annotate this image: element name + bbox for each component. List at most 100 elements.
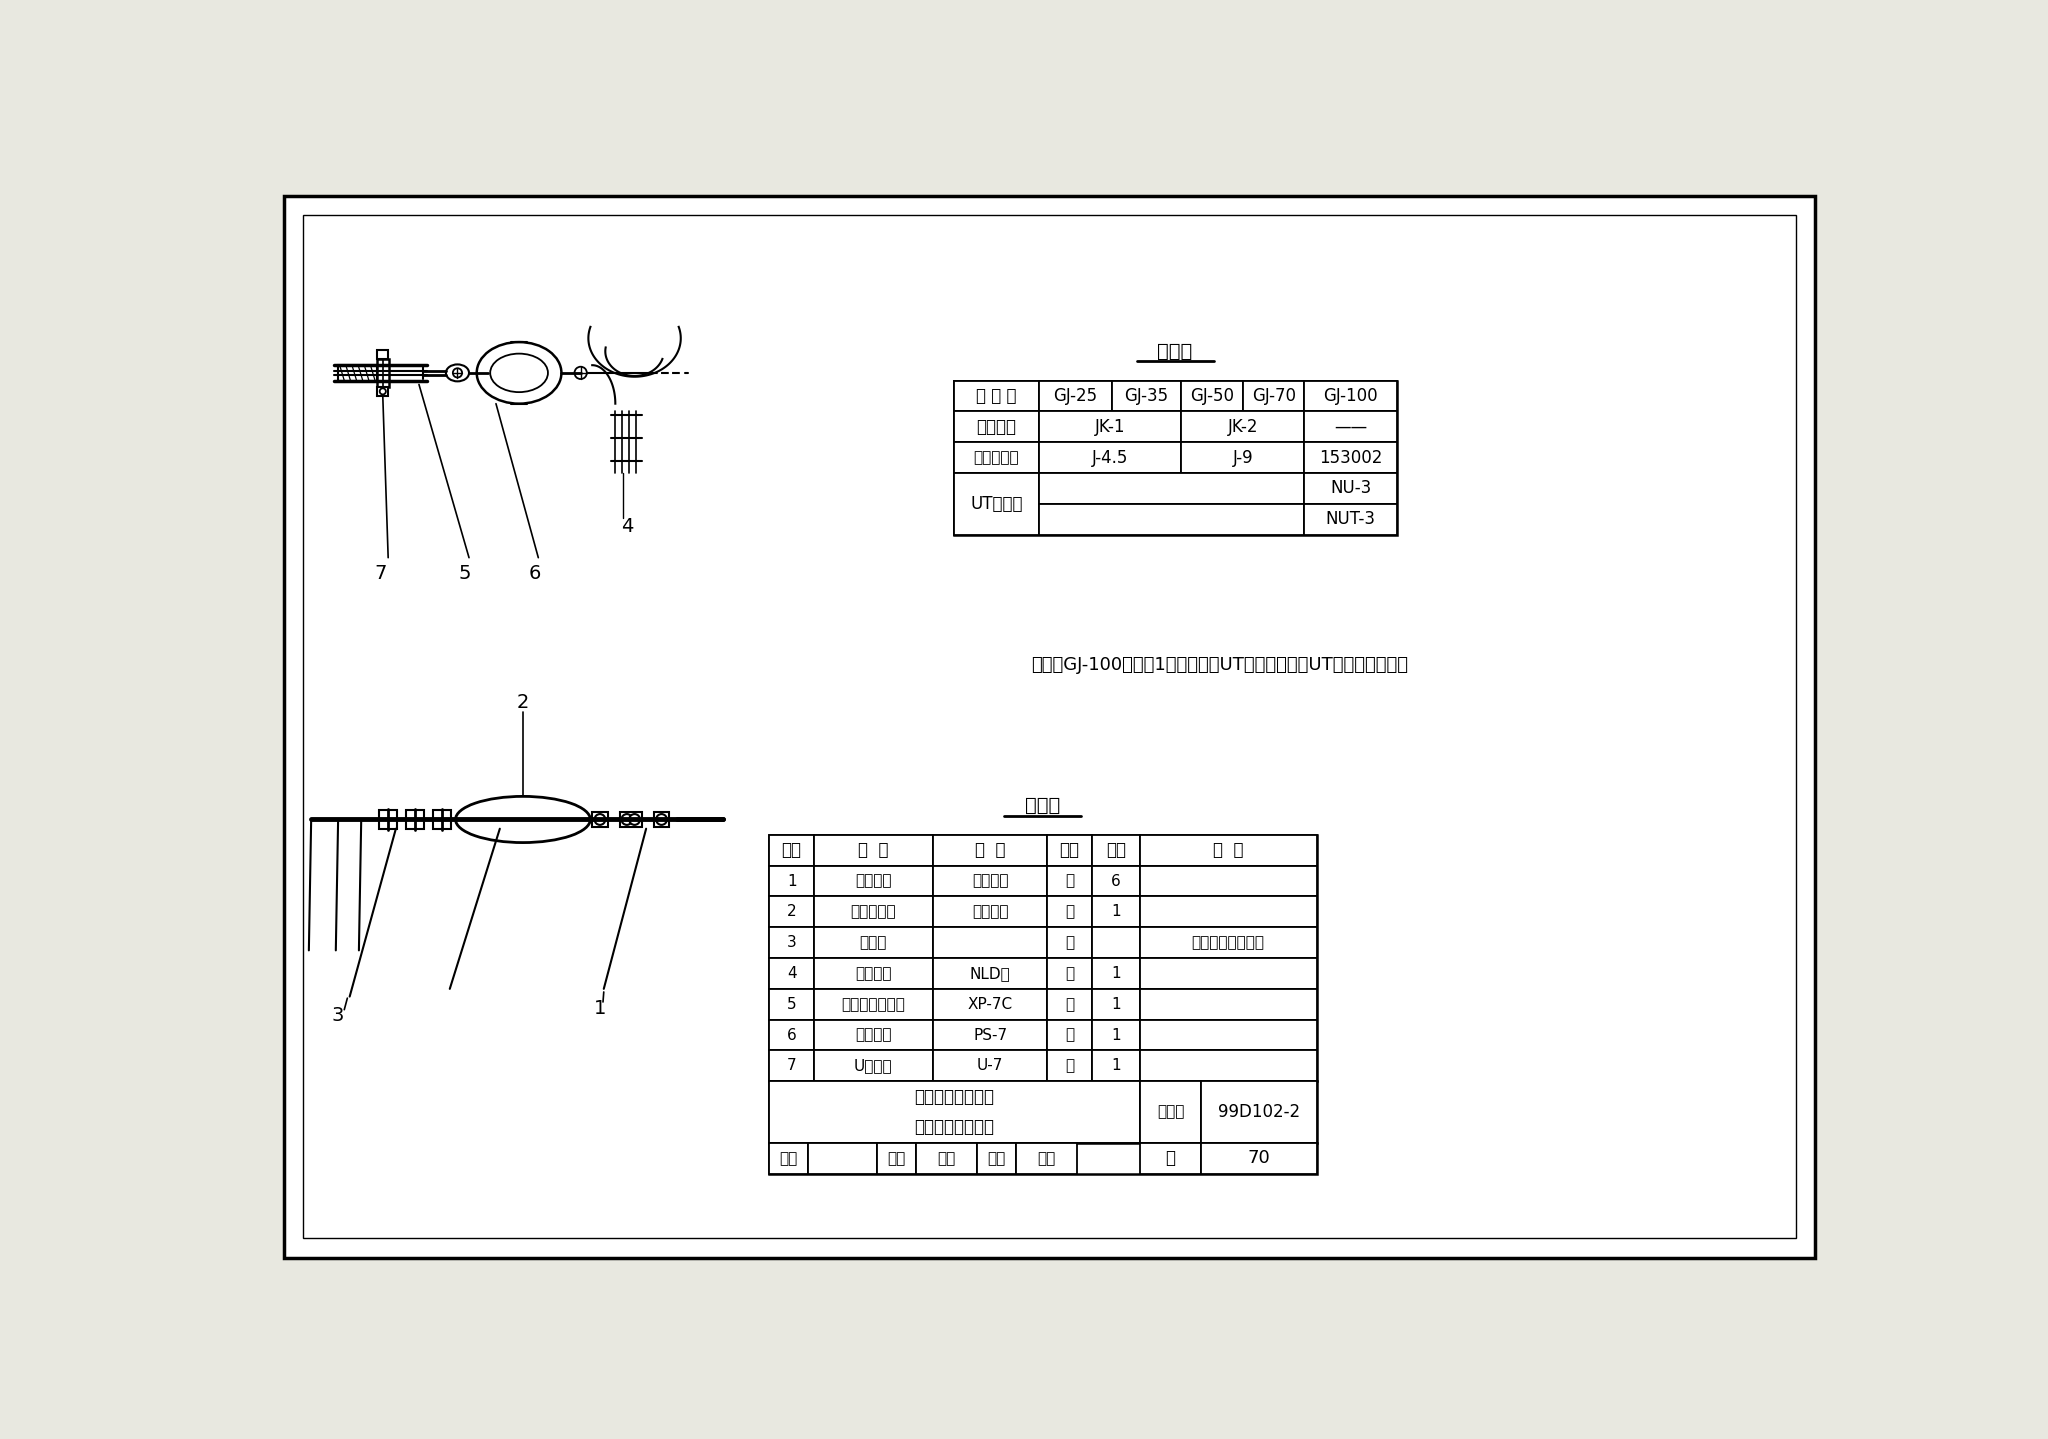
Bar [877,1143,915,1174]
Text: 见选型表: 见选型表 [973,904,1008,920]
Text: 规  格: 规 格 [975,842,1006,859]
Bar [813,896,934,927]
Bar [1139,958,1317,989]
Text: 1: 1 [1110,904,1120,920]
Text: 名  称: 名 称 [858,842,889,859]
Text: NUT-3: NUT-3 [1325,511,1376,528]
Bar [934,1050,1047,1081]
Text: U-7: U-7 [977,1058,1004,1073]
Bar [770,1050,813,1081]
Circle shape [594,814,606,825]
Bar [934,989,1047,1020]
Text: 钢线卡子: 钢线卡子 [977,417,1016,436]
Text: 3: 3 [332,1006,344,1026]
Text: J-9: J-9 [1233,449,1253,466]
Text: 平行挂板: 平行挂板 [854,1027,891,1043]
Bar [1202,1143,1317,1174]
Text: 序号: 序号 [782,842,801,859]
Bar [1112,380,1182,412]
Text: 2: 2 [516,694,528,712]
Bar [377,350,389,358]
Bar [954,473,1397,534]
Text: JK-1: JK-1 [1094,417,1124,436]
Text: 个: 个 [1065,997,1075,1012]
Text: 2: 2 [786,904,797,920]
Text: 钢绞线: 钢绞线 [860,935,887,950]
Bar [1305,442,1397,473]
Text: 根: 根 [1065,935,1075,950]
Text: 个: 个 [1065,873,1075,888]
Bar [934,958,1047,989]
Text: 数量在工程中确定: 数量在工程中确定 [1192,935,1266,950]
Bar [1092,866,1139,896]
Text: NLD型: NLD型 [971,966,1010,981]
Bar [621,812,641,827]
Bar [1038,504,1305,534]
Bar [770,1020,813,1050]
Text: 1: 1 [594,999,606,1017]
Text: XP-7C: XP-7C [969,997,1014,1012]
Bar [1092,958,1139,989]
Text: 附  注: 附 注 [1212,842,1243,859]
Bar [770,866,813,896]
Text: GJ-25: GJ-25 [1053,387,1098,404]
Bar [377,387,389,396]
Text: 1: 1 [786,873,797,888]
Bar [915,1143,977,1174]
Bar [1202,1081,1317,1143]
Bar [813,835,934,866]
Bar [770,835,813,866]
Text: 5: 5 [786,997,797,1012]
Text: NU-3: NU-3 [1329,479,1372,498]
Circle shape [655,814,668,825]
Bar [770,1143,1317,1174]
Bar [1092,835,1139,866]
Text: 图集号: 图集号 [1157,1105,1184,1120]
Text: 拉紧绝缘子: 拉紧绝缘子 [850,904,897,920]
Bar [1047,835,1092,866]
Text: 4: 4 [786,966,797,981]
Bar [1038,380,1112,412]
Bar [770,835,1317,1081]
Bar [1016,1143,1077,1174]
Text: 页: 页 [1165,1150,1176,1167]
Bar [954,412,1038,442]
Text: 个: 个 [1065,1058,1075,1073]
Bar [1139,1020,1317,1050]
Bar [770,989,813,1020]
Text: 单位: 单位 [1059,842,1079,859]
Text: 拉紧绝缘子: 拉紧绝缘子 [973,450,1020,465]
Circle shape [621,814,633,825]
Bar [1139,1143,1202,1174]
Text: PS-7: PS-7 [973,1027,1008,1043]
Text: 7: 7 [786,1058,797,1073]
Text: 1: 1 [1110,1058,1120,1073]
Text: 拉紧绶缘子组装图: 拉紧绶缘子组装图 [913,1088,993,1105]
Bar [432,810,451,829]
Bar [1139,896,1317,927]
Text: 数量: 数量 [1106,842,1126,859]
Text: 耐张线夹: 耐张线夹 [854,966,891,981]
Bar [377,358,389,387]
Bar [934,896,1047,927]
Bar [934,835,1047,866]
Text: GJ-50: GJ-50 [1190,387,1235,404]
Text: 6: 6 [786,1027,797,1043]
Text: 选型表: 选型表 [1157,342,1192,361]
Text: 见选型表: 见选型表 [973,873,1008,888]
Bar [1047,927,1092,958]
Bar [770,927,813,958]
Bar [1047,896,1092,927]
Bar [770,958,813,989]
Text: 1: 1 [1110,966,1120,981]
Bar [1139,1050,1317,1081]
Bar [813,1020,934,1050]
Bar [1047,1020,1092,1050]
Bar [813,866,934,896]
Bar [1139,989,1317,1020]
Bar [1047,866,1092,896]
Text: 校对: 校对 [887,1151,905,1166]
Circle shape [629,814,639,825]
Ellipse shape [489,354,549,393]
Text: 1: 1 [1110,997,1120,1012]
